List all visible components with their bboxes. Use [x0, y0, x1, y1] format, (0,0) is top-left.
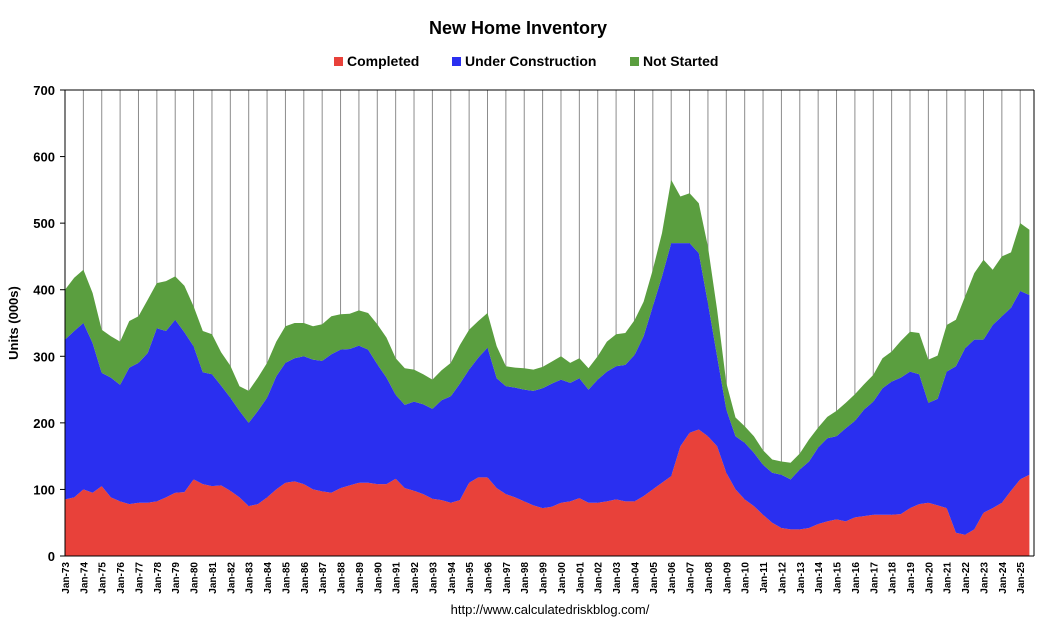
x-tick-label: Jan-07 — [686, 562, 697, 594]
y-axis-ticks: 0 100 200 300 400 500 600 700 — [33, 83, 65, 564]
x-tick-label: Jan-86 — [300, 562, 311, 594]
x-tick-label: Jan-81 — [208, 562, 219, 594]
y-tick-label: 400 — [33, 283, 55, 298]
chart-title: New Home Inventory — [429, 18, 607, 38]
y-tick-label: 500 — [33, 216, 55, 231]
x-tick-label: Jan-21 — [943, 562, 954, 594]
x-tick-label: Jan-98 — [520, 562, 531, 594]
legend: Completed Under Construction Not Started — [334, 53, 718, 69]
x-tick-label: Jan-04 — [631, 562, 642, 594]
x-tick-label: Jan-14 — [814, 562, 825, 594]
x-tick-label: Jan-94 — [447, 562, 458, 594]
x-tick-label: Jan-90 — [373, 562, 384, 594]
legend-swatch — [452, 57, 461, 66]
x-tick-label: Jan-96 — [484, 562, 495, 594]
x-axis-ticks: Jan-73 Jan-74 Jan-75 Jan-76 Jan-77 Jan-78 Jan-… — [61, 562, 1027, 594]
x-tick-label: Jan-89 — [355, 562, 366, 594]
x-tick-label: Jan-12 — [777, 562, 788, 594]
x-tick-label: Jan-24 — [998, 562, 1009, 594]
legend-label: Completed — [347, 53, 419, 69]
legend-swatch — [334, 57, 343, 66]
x-tick-label: Jan-05 — [649, 562, 660, 594]
x-tick-label: Jan-76 — [116, 562, 127, 594]
x-tick-label: Jan-08 — [704, 562, 715, 594]
x-tick-label: Jan-16 — [851, 562, 862, 594]
x-tick-label: Jan-97 — [502, 562, 513, 594]
x-tick-label: Jan-22 — [961, 562, 972, 594]
x-tick-label: Jan-84 — [263, 562, 274, 594]
area-series-under-construction — [65, 243, 1030, 535]
x-tick-label: Jan-18 — [888, 562, 899, 594]
x-tick-label: Jan-75 — [98, 562, 109, 594]
y-axis-label: Units (000s) — [6, 286, 21, 360]
x-tick-label: Jan-25 — [1016, 562, 1027, 594]
x-tick-label: Jan-77 — [135, 562, 146, 594]
x-tick-label: Jan-79 — [171, 562, 182, 594]
x-tick-label: Jan-88 — [337, 562, 348, 594]
x-tick-label: Jan-92 — [410, 562, 421, 594]
x-tick-label: Jan-91 — [392, 562, 403, 594]
x-tick-label: Jan-80 — [190, 562, 201, 594]
x-tick-label: Jan-23 — [980, 562, 991, 594]
y-tick-label: 0 — [48, 549, 55, 564]
x-tick-label: Jan-00 — [557, 562, 568, 594]
x-tick-label: Jan-99 — [539, 562, 550, 594]
x-tick-label: Jan-87 — [318, 562, 329, 594]
x-tick-label: Jan-95 — [465, 562, 476, 594]
x-tick-label: Jan-09 — [722, 562, 733, 594]
x-tick-label: Jan-19 — [906, 562, 917, 594]
x-tick-label: Jan-73 — [61, 562, 72, 594]
y-tick-label: 100 — [33, 482, 55, 497]
x-tick-label: Jan-10 — [741, 562, 752, 594]
area-series-completed — [65, 429, 1030, 556]
x-tick-label: Jan-03 — [612, 562, 623, 594]
y-tick-label: 700 — [33, 83, 55, 98]
legend-label: Under Construction — [465, 53, 596, 69]
stacked-areas — [65, 179, 1030, 556]
x-tick-label: Jan-78 — [153, 562, 164, 594]
x-tick-label: Jan-82 — [226, 562, 237, 594]
x-tick-label: Jan-83 — [245, 562, 256, 594]
x-tick-label: Jan-11 — [759, 562, 770, 594]
x-tick-label: Jan-01 — [575, 562, 586, 594]
legend-swatch — [630, 57, 639, 66]
x-tick-label: Jan-15 — [833, 562, 844, 594]
x-tick-label: Jan-20 — [924, 562, 935, 594]
x-tick-label: Jan-85 — [281, 562, 292, 594]
x-tick-label: Jan-02 — [594, 562, 605, 594]
y-tick-label: 200 — [33, 416, 55, 431]
y-tick-label: 300 — [33, 349, 55, 364]
x-tick-label: Jan-93 — [428, 562, 439, 594]
y-tick-label: 600 — [33, 150, 55, 165]
x-tick-label: Jan-06 — [667, 562, 678, 594]
x-tick-label: Jan-74 — [79, 562, 90, 594]
source-url: http://www.calculatedriskblog.com/ — [451, 602, 650, 617]
x-tick-label: Jan-13 — [796, 562, 807, 594]
x-tick-label: Jan-17 — [869, 562, 880, 594]
legend-label: Not Started — [643, 53, 718, 69]
